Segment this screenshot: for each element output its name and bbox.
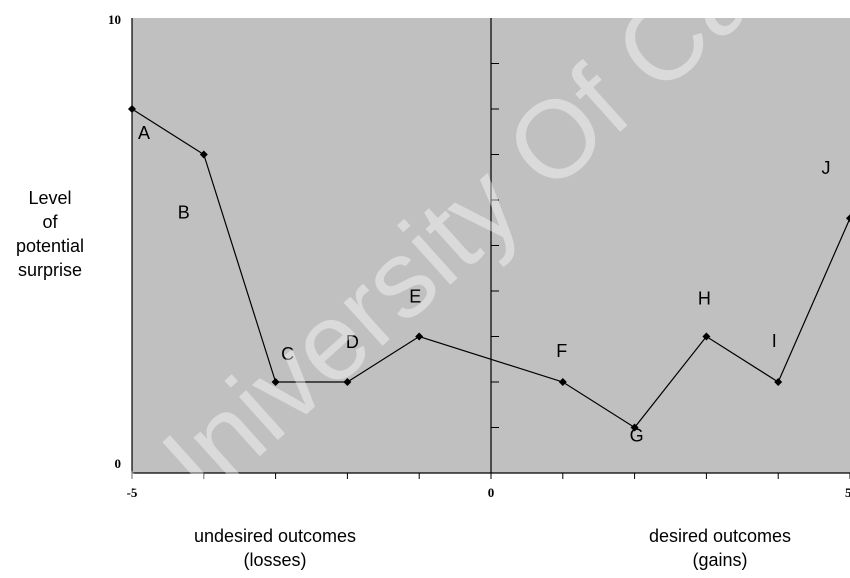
x-region-label-line: undesired outcomes bbox=[193, 526, 357, 546]
data-point-c bbox=[271, 378, 280, 386]
x-region-label-gains: desired outcomes (gains) bbox=[580, 524, 850, 572]
data-point-a bbox=[128, 105, 136, 113]
data-point-d bbox=[343, 378, 352, 386]
point-label-b: B bbox=[178, 203, 190, 223]
data-point-b bbox=[199, 150, 208, 159]
point-labels: A B C D E F G H I J bbox=[138, 123, 831, 446]
y-tick-label: 10 bbox=[108, 12, 121, 27]
x-region-label-line: (gains) bbox=[692, 550, 748, 570]
x-region-label-line: desired outcomes bbox=[648, 526, 792, 546]
data-point-e bbox=[415, 332, 424, 341]
x-tick-label: 5 bbox=[845, 485, 850, 500]
y-axis-label-line: Level bbox=[28, 188, 72, 208]
y-axis-label-line: of bbox=[42, 212, 58, 232]
point-label-c: C bbox=[281, 344, 294, 364]
tick-labels: -5 0 5 0 10 bbox=[108, 12, 850, 500]
x-region-label-losses: undesired outcomes (losses) bbox=[140, 524, 410, 572]
y-axis-label-line: surprise bbox=[17, 260, 83, 280]
point-label-i: I bbox=[772, 331, 777, 351]
x-tick-label: -5 bbox=[127, 485, 138, 500]
point-label-j: J bbox=[822, 158, 831, 178]
point-label-f: F bbox=[556, 341, 567, 361]
point-label-e: E bbox=[409, 287, 421, 307]
y-axis-label: Level of potential surprise bbox=[0, 186, 100, 282]
x-tick-label: 0 bbox=[488, 485, 495, 500]
point-label-a: A bbox=[138, 123, 150, 143]
data-markers bbox=[128, 105, 850, 432]
data-point-g bbox=[630, 423, 639, 432]
y-tick-label: 0 bbox=[115, 456, 122, 471]
y-axis-label-line: potential bbox=[15, 236, 85, 256]
series-polyline bbox=[131, 108, 850, 429]
series-line bbox=[131, 108, 850, 429]
x-region-label-line: (losses) bbox=[243, 550, 307, 570]
data-point-j bbox=[846, 214, 850, 223]
data-point-f bbox=[558, 378, 567, 386]
point-label-d: D bbox=[346, 332, 359, 352]
axes bbox=[131, 18, 850, 479]
data-point-h bbox=[702, 332, 711, 341]
data-point-i bbox=[774, 378, 783, 386]
point-label-g: G bbox=[630, 426, 644, 446]
point-label-h: H bbox=[698, 289, 711, 309]
